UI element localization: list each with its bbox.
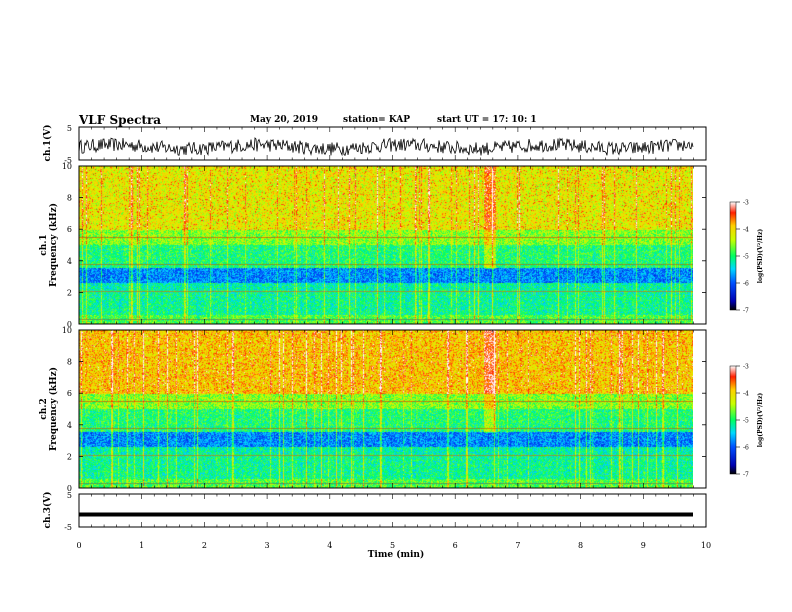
date-label: May 20, 2019 [250,115,318,125]
ch1-colorbar [729,201,737,311]
xtick-label: 2 [202,541,207,550]
colorbar-tick-label: -6 [743,281,749,288]
ytick-label: 10 [62,326,72,335]
ch1-wave-ytick-top: 5 [67,124,72,133]
ch1-colorbar-ticks: -3 -4 -5 -6 -7 [736,200,749,315]
xtick-label: 3 [265,541,270,550]
xtick-label: 9 [641,541,646,550]
colorbar-tick-label: -7 [743,472,749,479]
ch2-colorbar [729,365,737,475]
colorbar-tick-label: -5 [743,418,749,425]
colorbar-tick-label: -4 [743,227,749,234]
ch1-spec-ylabel-line2: Frequency (kHz) [48,203,59,287]
figure-title: VLF Spectra [79,113,162,127]
ch2-colorbar-label: log(PSD)(V²/Hz) [757,393,764,448]
xtick-label: 5 [390,541,395,550]
ytick-label: 6 [67,225,72,234]
colorbar-tick-label: -6 [743,445,749,452]
ch1-wave-line [78,137,694,157]
ch1-spectrogram [79,166,693,324]
xtick-label: 1 [139,541,144,550]
colorbar-tick-label: -7 [743,308,749,315]
ytick-label: 0 [67,320,72,329]
frame-tick-marks [78,127,707,527]
xtick-label: 8 [578,541,583,550]
xtick-label: 0 [76,541,81,550]
colorbar-tick-label: -3 [743,200,749,207]
xtick-label: 6 [453,541,458,550]
ch2-spec-ylabel-line2: Frequency (kHz) [48,367,59,451]
ch3-wave-ytick-top: 5 [67,491,72,500]
ch1-wave-ytick-bottom: -5 [64,156,72,165]
ch1-wave-ylabel: ch.1(V) [42,125,53,162]
time-axis-label: Time (min) [368,549,425,560]
ytick-label: 6 [67,389,72,398]
time-axis-ticks: 0 1 2 3 4 5 6 7 8 9 10 [76,541,711,550]
ch2-spec-ylabel-line1: ch.2 [39,398,49,419]
station-label: station= KAP [343,115,411,125]
ytick-label: 10 [62,162,72,171]
ch2-spectrogram [79,330,693,488]
ch1-colorbar-label: log(PSD)(V²/Hz) [757,229,764,284]
ch3-wave-ylabel: ch.3(V) [42,492,53,529]
ch3-waveform-panel: 5 -5 ch.3(V) 0 1 2 3 4 5 6 7 8 9 10 Time (min) [42,491,711,560]
ch1-spec-ylabel-line1: ch.1 [39,234,49,255]
ytick-label: 4 [67,421,72,430]
ytick-label: 8 [67,358,72,367]
ch2-spec-yticks: 0 2 4 6 8 10 [62,326,706,493]
colorbar-tick-label: -4 [743,391,749,398]
colorbar-tick-label: -3 [743,364,749,371]
ytick-label: 0 [67,484,72,493]
ytick-label: 4 [67,257,72,266]
ytick-label: 2 [67,452,72,461]
ytick-label: 2 [67,288,72,297]
xtick-label: 10 [701,541,711,550]
xtick-label: 7 [515,541,520,550]
ch3-wave-ytick-bottom: -5 [64,523,72,532]
ytick-label: 8 [67,194,72,203]
start-time-label: start UT = 17: 10: 1 [437,115,537,125]
colorbar-tick-label: -5 [743,254,749,261]
xtick-label: 4 [327,541,332,550]
ch1-spec-yticks: 0 2 4 6 8 10 [62,162,706,329]
ch2-colorbar-ticks: -3 -4 -5 -6 -7 [736,364,749,479]
